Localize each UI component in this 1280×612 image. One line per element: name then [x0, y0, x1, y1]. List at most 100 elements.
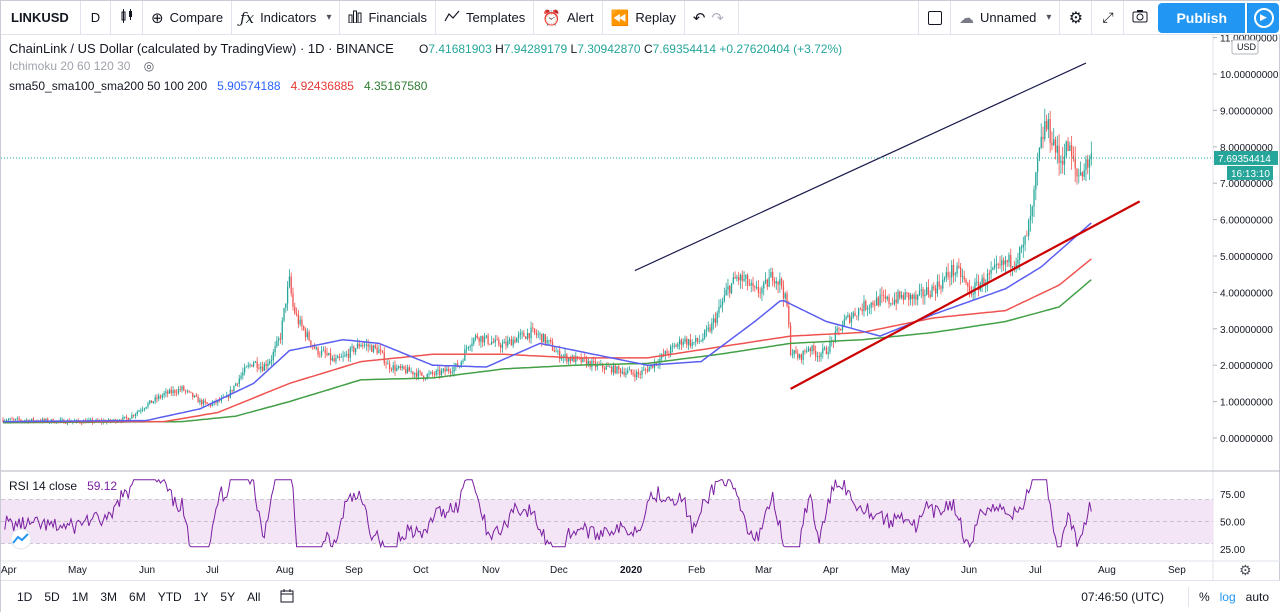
- layout-name-button[interactable]: ☁ Unnamed ▾: [951, 0, 1061, 35]
- candle-body: [938, 281, 940, 287]
- undo-icon[interactable]: ↶: [692, 9, 706, 27]
- hidden-eye-icon[interactable]: ◎: [143, 59, 155, 73]
- candle-body: [564, 354, 566, 357]
- compare-button[interactable]: ⊕ Compare: [143, 0, 233, 35]
- candle-body: [134, 414, 137, 416]
- auto-toggle[interactable]: auto: [1245, 590, 1269, 604]
- candle-body: [972, 293, 974, 295]
- publish-video-button[interactable]: ▶: [1247, 2, 1279, 33]
- range-3m-button[interactable]: 3M: [100, 590, 118, 604]
- alert-button[interactable]: ⏰ Alert: [534, 0, 603, 35]
- time-tick-label: Feb: [688, 565, 706, 576]
- candle-body: [1065, 141, 1067, 157]
- candle-body: [1013, 266, 1015, 268]
- range-1y-button[interactable]: 1Y: [193, 590, 209, 604]
- time-tick-label: Jun: [961, 565, 977, 576]
- candle-body: [573, 356, 575, 363]
- snapshot-button[interactable]: [1124, 1, 1156, 35]
- range-1d-button[interactable]: 1D: [17, 590, 33, 604]
- candle-body: [804, 350, 806, 352]
- candle-body: [736, 277, 738, 279]
- candle-body: [999, 264, 1001, 266]
- settings-button[interactable]: ⚙: [1060, 0, 1093, 35]
- ichimoku-legend[interactable]: Ichimoku 20 60 120 30 ◎: [9, 59, 154, 73]
- indicators-button[interactable]: ƒx Indicators ▾: [232, 0, 341, 35]
- sma-label: sma50_sma100_sma200 50 100 200: [9, 79, 208, 93]
- sma-legend[interactable]: sma50_sma100_sma200 50 100 200 5.9057418…: [9, 79, 427, 93]
- candle-body: [270, 360, 273, 362]
- chevron-down-icon[interactable]: ▾: [326, 12, 332, 23]
- go-to-date-icon[interactable]: [280, 588, 294, 606]
- utc-clock[interactable]: 07:46:50 (UTC): [1081, 590, 1164, 604]
- candle-body: [947, 272, 949, 277]
- range-5y-button[interactable]: 5Y: [220, 590, 236, 604]
- candle-body: [1033, 189, 1035, 207]
- time-tick-label: Apr: [823, 565, 839, 576]
- price-chart[interactable]: 0.00000000 1.00000000 2.00000000 3.00000000…: [1, 35, 1280, 580]
- candle-body: [156, 397, 158, 400]
- candle-body: [718, 306, 720, 313]
- candle-body: [317, 347, 319, 355]
- currency-badge[interactable]: [1231, 39, 1259, 55]
- candle-body: [802, 350, 804, 360]
- candle-body: [319, 354, 321, 356]
- candle-body: [159, 395, 162, 398]
- candle-body: [1029, 215, 1032, 221]
- trendline-lower[interactable]: [790, 200, 1141, 390]
- fullscreen-select-button[interactable]: [919, 0, 952, 35]
- last-price-label: 7.69354414: [1218, 154, 1271, 165]
- candle-body: [793, 350, 795, 355]
- candle-body: [637, 371, 640, 375]
- replay-button[interactable]: ⏪ Replay: [603, 0, 685, 35]
- trendline-upper[interactable]: [634, 62, 1087, 272]
- candle-body: [639, 374, 641, 375]
- financials-label: Financials: [368, 10, 427, 25]
- candle-body: [523, 332, 525, 337]
- range-5d-button[interactable]: 5D: [44, 590, 60, 604]
- candle-body: [367, 344, 369, 347]
- candle-body: [387, 363, 389, 365]
- fullscreen-button[interactable]: ⤢: [1092, 0, 1125, 35]
- range-ytd-button[interactable]: YTD: [157, 590, 182, 604]
- price-tick-label: 3.00000000: [1220, 325, 1273, 336]
- redo-icon[interactable]: ↷: [711, 9, 724, 27]
- candle-body: [1038, 147, 1041, 160]
- chart-type-button[interactable]: [111, 0, 143, 35]
- candle-body: [582, 357, 584, 362]
- publish-button[interactable]: Publish: [1158, 2, 1245, 33]
- candle-body: [976, 281, 978, 283]
- candle-body: [1053, 139, 1055, 146]
- candle-body: [179, 389, 181, 390]
- range-6m-button[interactable]: 6M: [129, 590, 146, 604]
- candle-body: [575, 356, 577, 363]
- candle-body: [874, 305, 876, 306]
- price-tick-label: 10.00000000: [1220, 70, 1279, 81]
- candle-body: [857, 308, 860, 316]
- financials-button[interactable]: Financials: [340, 0, 436, 35]
- rsi-legend[interactable]: RSI 14 close 59.12: [9, 479, 117, 493]
- candle-body: [1051, 142, 1053, 146]
- candle-body: [965, 279, 967, 284]
- symbol-legend: ChainLink / US Dollar (calculated by Tra…: [9, 41, 394, 56]
- range-all-button[interactable]: All: [247, 590, 261, 604]
- templates-button[interactable]: Templates: [436, 0, 535, 35]
- scale-settings-gear-icon[interactable]: ⚙: [1239, 563, 1252, 579]
- candle-body: [990, 269, 992, 274]
- candle-body: [161, 395, 163, 398]
- candle-body: [184, 390, 187, 392]
- percent-toggle[interactable]: %: [1198, 590, 1210, 604]
- candle-body: [471, 343, 473, 347]
- candle-body: [127, 417, 129, 420]
- chevron-down-icon[interactable]: ▾: [1046, 12, 1052, 23]
- candle-body: [431, 371, 434, 374]
- candle-body: [496, 339, 498, 341]
- symbol-search-button[interactable]: LINKUSD: [1, 0, 81, 35]
- divider: [1187, 587, 1189, 607]
- candle-body: [696, 337, 699, 342]
- log-toggle[interactable]: log: [1219, 590, 1236, 604]
- candle-body: [1054, 139, 1057, 153]
- candle-body: [684, 338, 686, 343]
- candle-body: [188, 390, 190, 392]
- interval-button[interactable]: D: [81, 0, 111, 35]
- range-1m-button[interactable]: 1M: [71, 590, 89, 604]
